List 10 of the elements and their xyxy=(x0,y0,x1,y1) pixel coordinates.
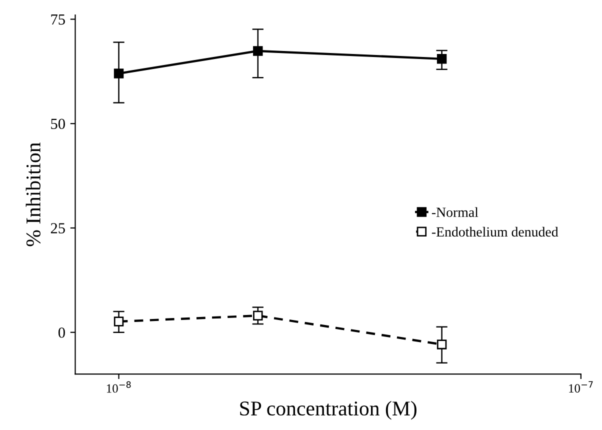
y-axis-title: % Inhibition xyxy=(26,142,41,246)
legend-label: -Endothelium denuded xyxy=(432,226,558,237)
legend-label: -Normal xyxy=(432,207,478,218)
x-tick-label: 10$^{−7}$ xyxy=(569,381,593,393)
y-tick-label: 0 xyxy=(58,327,65,338)
y-tick-label: 25 xyxy=(50,223,65,234)
y-tick-label: 50 xyxy=(51,118,65,130)
y-tick-label: 75 xyxy=(51,14,65,25)
x-tick-label: 10$^{−8}$ xyxy=(106,381,131,393)
x-axis-title: SP concentration (M) xyxy=(240,400,416,420)
